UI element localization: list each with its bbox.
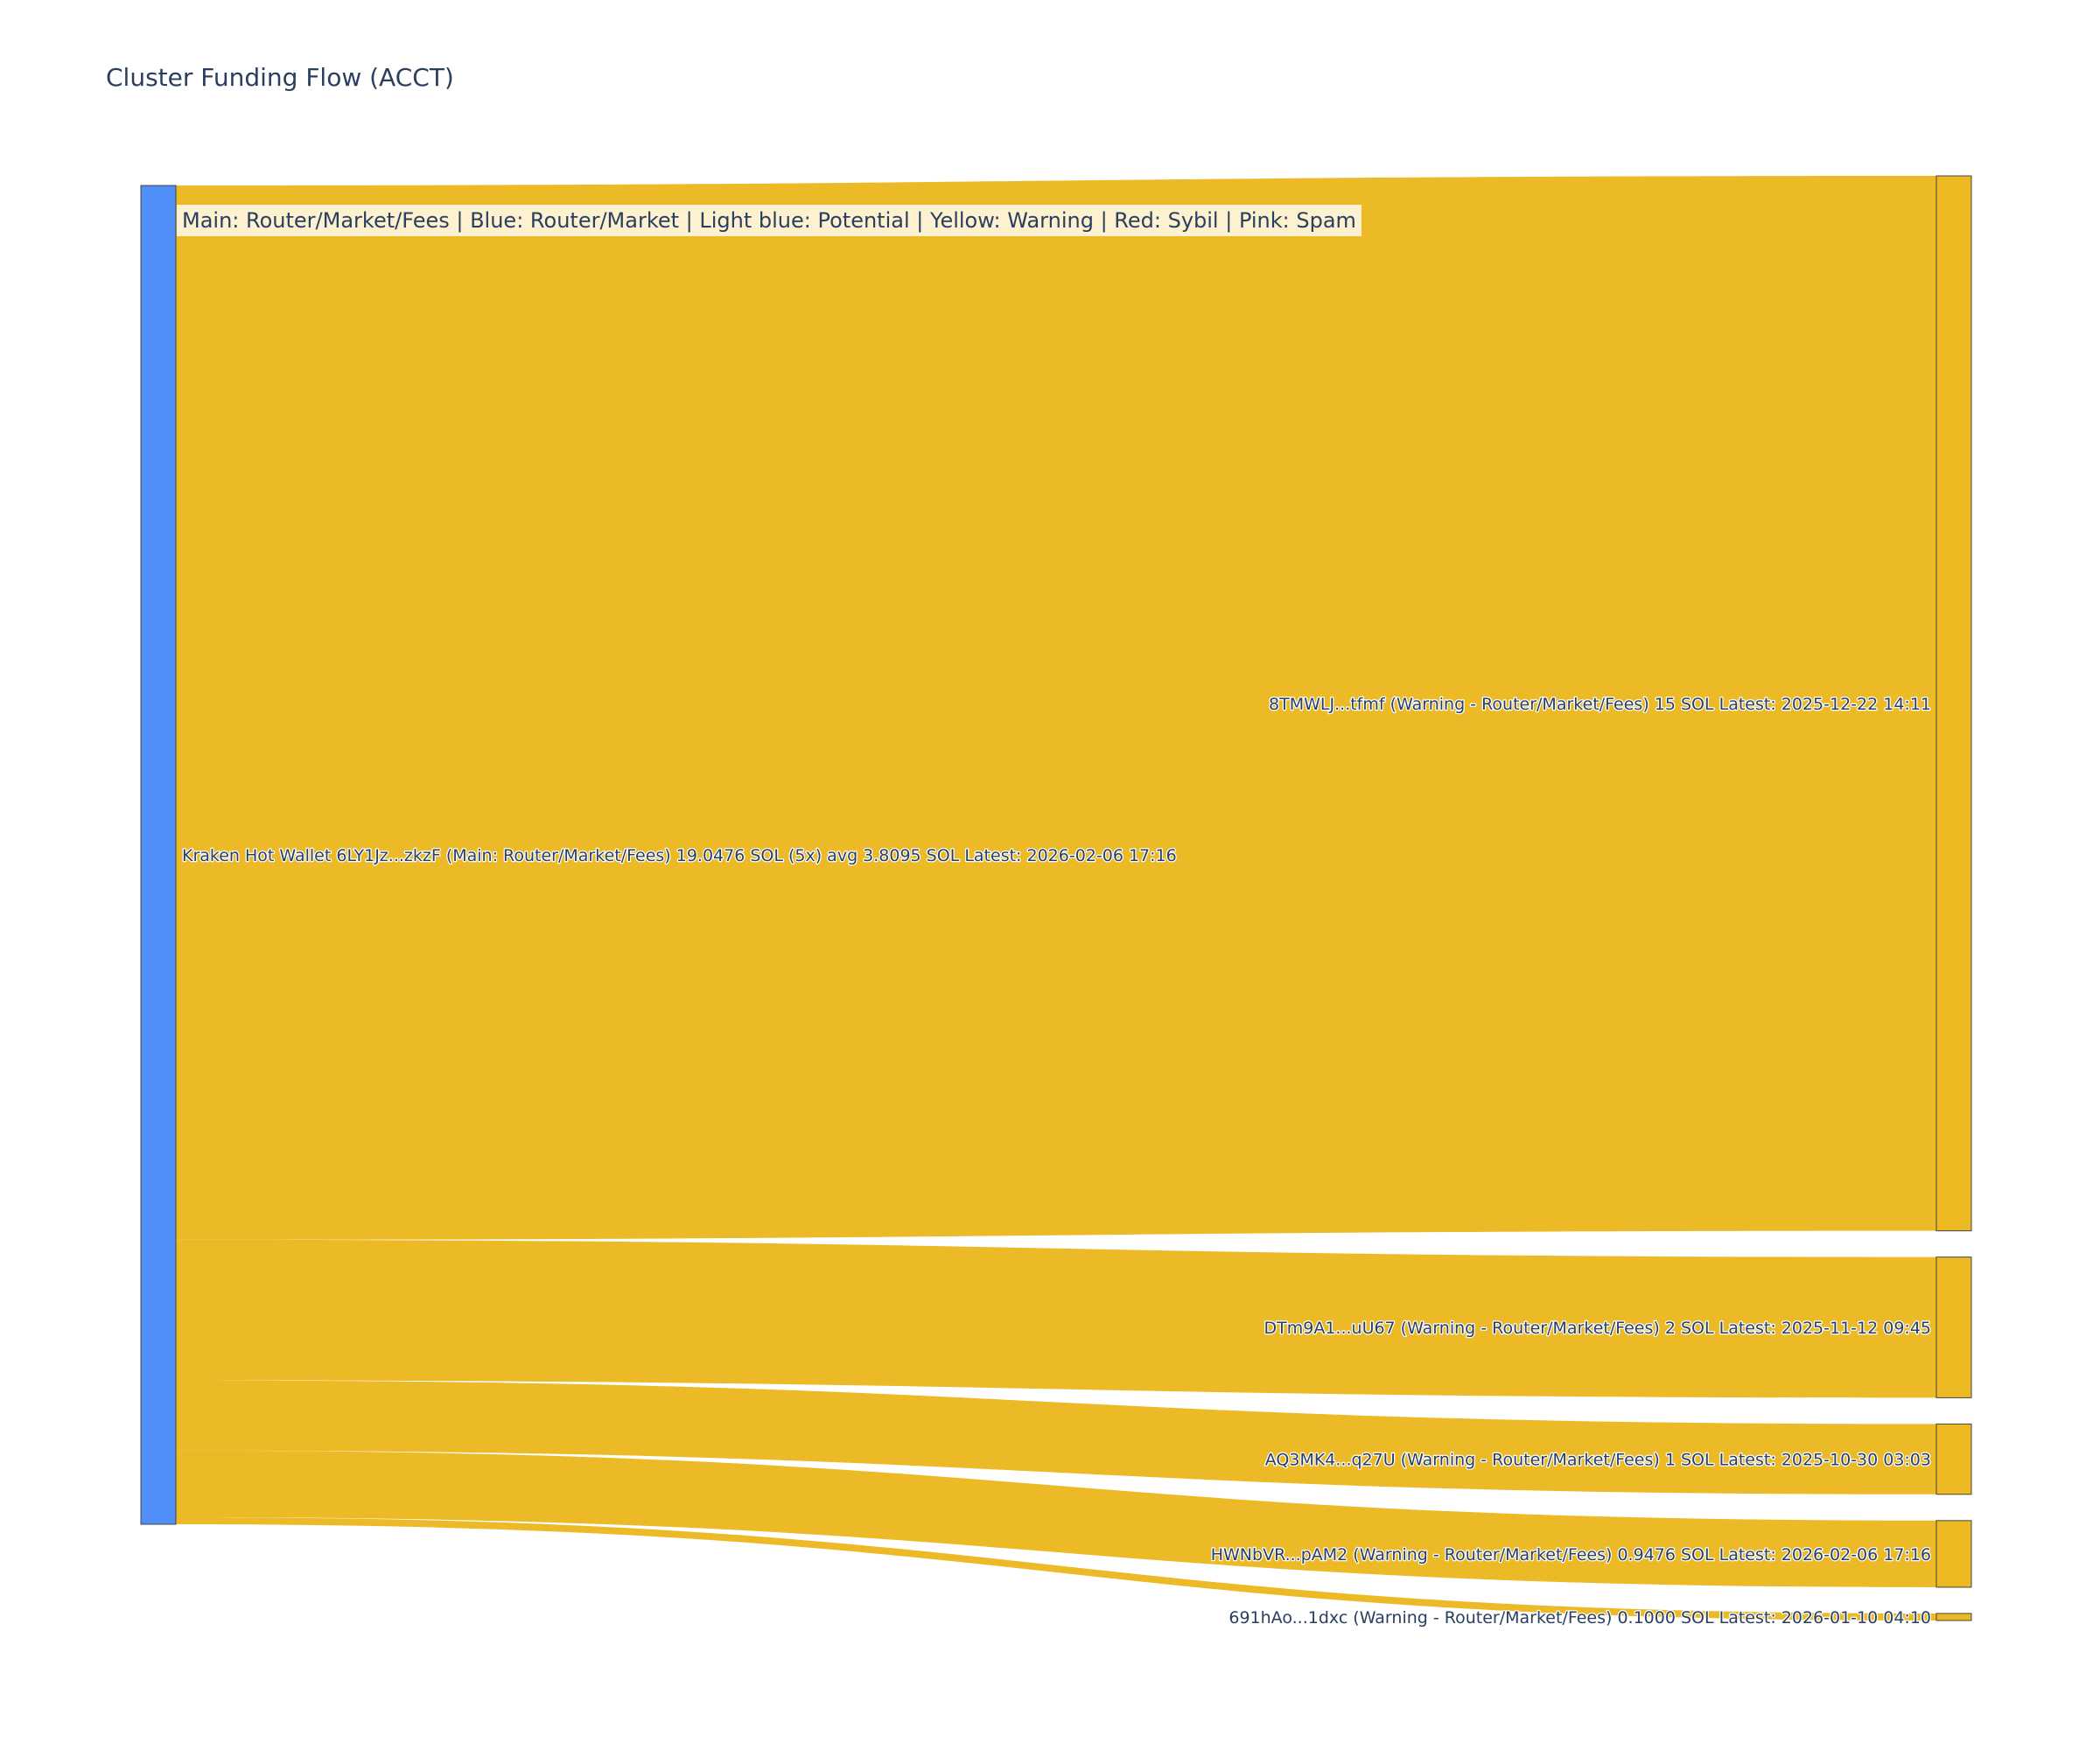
- sankey-node-target-label-3: AQ3MK4...q27U (Warning - Router/Market/F…: [1265, 1451, 1931, 1470]
- legend-annotation: Main: Router/Market/Fees | Blue: Router/…: [177, 205, 1362, 236]
- sankey-node-source-label: Kraken Hot Wallet 6LY1Jz...zkzF (Main: R…: [182, 846, 1177, 865]
- sankey-node-target-3[interactable]: [1936, 1423, 1972, 1495]
- sankey-link-3[interactable]: [176, 1380, 1936, 1494]
- sankey-link-1[interactable]: [176, 176, 1936, 1240]
- sankey-node-target-label-4: HWNbVR...pAM2 (Warning - Router/Market/F…: [1211, 1545, 1931, 1564]
- sankey-labels: Kraken Hot Wallet 6LY1Jz...zkzF (Main: R…: [181, 694, 1933, 1629]
- chart-title: Cluster Funding Flow (ACCT): [106, 63, 454, 92]
- sankey-node-target-label-5: 691hAo...1dxc (Warning - Router/Market/F…: [1228, 1608, 1931, 1628]
- sankey-node-target-label-2: DTm9A1...uU67 (Warning - Router/Market/F…: [1264, 1319, 1931, 1338]
- sankey-node-target-1[interactable]: [1936, 175, 1972, 1232]
- sankey-node-source[interactable]: [140, 185, 177, 1525]
- sankey-link-5[interactable]: [176, 1516, 1936, 1620]
- sankey-node-target-4[interactable]: [1936, 1520, 1972, 1588]
- sankey-link-4[interactable]: [176, 1450, 1936, 1587]
- sankey-node-target-5[interactable]: [1936, 1613, 1972, 1621]
- sankey-node-target-2[interactable]: [1936, 1256, 1972, 1398]
- sankey-node-target-label-1: 8TMWLJ...tfmf (Warning - Router/Market/F…: [1269, 695, 1931, 714]
- sankey-link-2[interactable]: [176, 1239, 1936, 1398]
- sankey-nodes: [140, 175, 1972, 1621]
- sankey-links: [176, 176, 1936, 1620]
